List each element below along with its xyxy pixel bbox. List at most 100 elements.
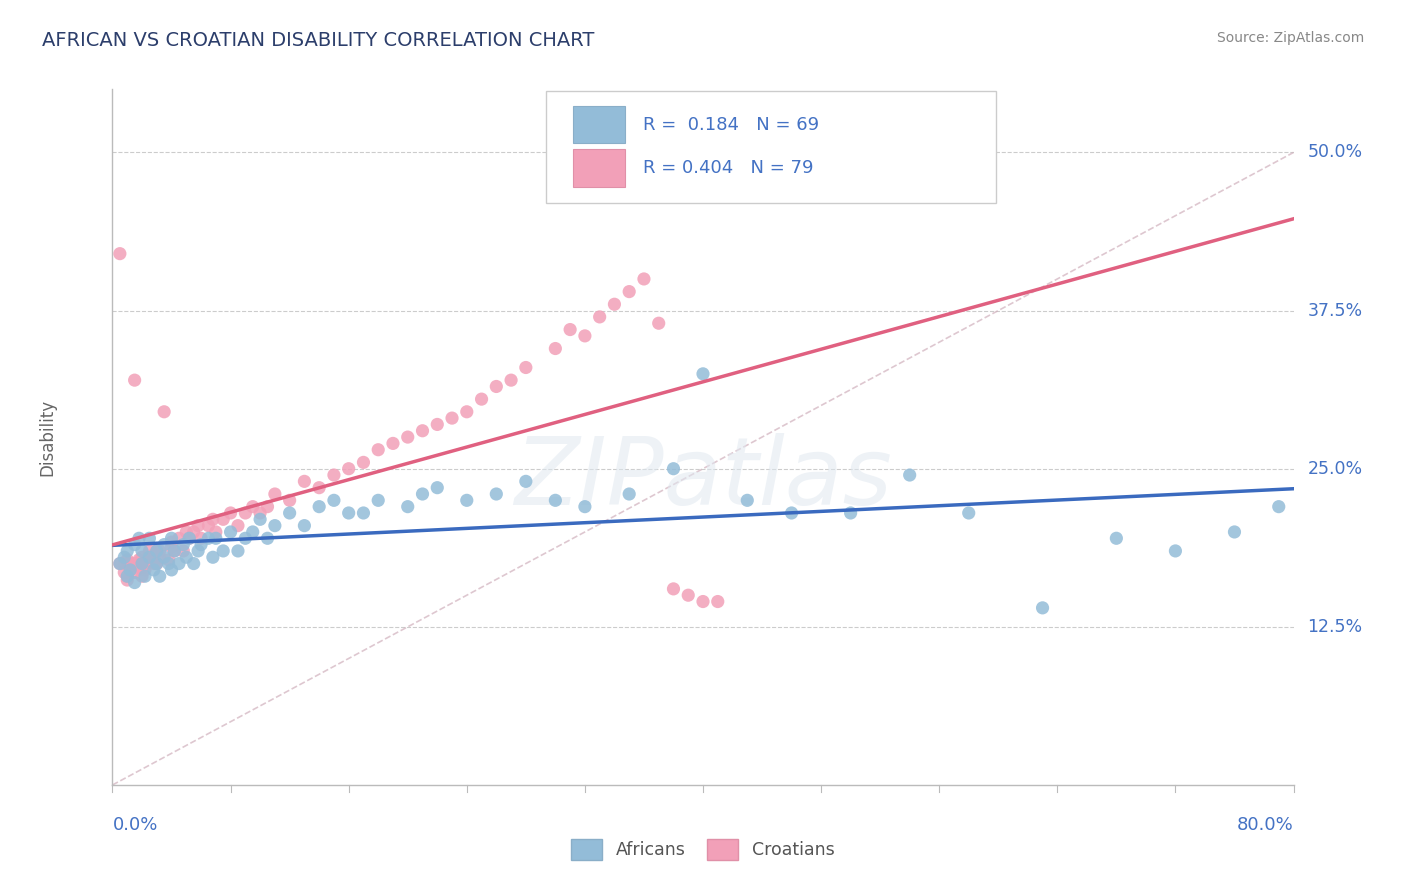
- Point: [108, 557, 131, 571]
- Point: [149, 569, 172, 583]
- Point: [588, 310, 610, 324]
- Point: [201, 550, 224, 565]
- Point: [249, 512, 271, 526]
- Point: [134, 557, 156, 571]
- Point: [128, 553, 150, 567]
- Point: [112, 566, 135, 580]
- Point: [124, 373, 146, 387]
- Point: [1268, 500, 1291, 514]
- Point: [426, 417, 449, 432]
- Point: [249, 506, 271, 520]
- Point: [411, 424, 433, 438]
- Point: [167, 557, 190, 571]
- Text: ZIPatlas: ZIPatlas: [515, 434, 891, 524]
- Point: [456, 405, 478, 419]
- Point: [323, 468, 346, 483]
- Point: [501, 373, 523, 387]
- Point: [197, 518, 219, 533]
- Point: [124, 538, 146, 552]
- Point: [264, 518, 287, 533]
- Point: [337, 506, 360, 520]
- Point: [172, 538, 194, 552]
- Point: [174, 524, 197, 539]
- FancyBboxPatch shape: [574, 149, 626, 186]
- Point: [233, 531, 256, 545]
- Point: [117, 553, 138, 567]
- Point: [544, 342, 567, 356]
- Point: [396, 500, 419, 514]
- Text: Source: ZipAtlas.com: Source: ZipAtlas.com: [1216, 31, 1364, 45]
- Point: [205, 531, 228, 545]
- Point: [485, 379, 508, 393]
- Point: [149, 550, 172, 565]
- Point: [1032, 600, 1054, 615]
- Point: [441, 411, 464, 425]
- Point: [1105, 531, 1128, 545]
- Point: [574, 500, 596, 514]
- Point: [242, 500, 264, 514]
- FancyBboxPatch shape: [574, 106, 626, 144]
- Point: [117, 573, 138, 587]
- Point: [544, 493, 567, 508]
- Point: [138, 550, 160, 565]
- Point: [160, 531, 183, 545]
- Point: [337, 461, 360, 475]
- Point: [219, 524, 242, 539]
- Text: 25.0%: 25.0%: [1308, 459, 1362, 478]
- Point: [179, 531, 201, 545]
- Point: [292, 475, 315, 489]
- Point: [367, 493, 389, 508]
- Point: [120, 563, 142, 577]
- Point: [117, 569, 138, 583]
- Point: [352, 506, 374, 520]
- Point: [160, 540, 183, 554]
- Point: [242, 524, 264, 539]
- Point: [456, 493, 478, 508]
- Point: [647, 316, 671, 330]
- Point: [146, 544, 169, 558]
- Point: [256, 531, 278, 545]
- Point: [153, 538, 176, 552]
- Point: [131, 550, 153, 565]
- Point: [160, 535, 183, 549]
- Point: [678, 588, 700, 602]
- Point: [737, 493, 759, 508]
- Point: [117, 569, 138, 583]
- Point: [233, 506, 256, 520]
- Point: [308, 481, 330, 495]
- Point: [292, 518, 315, 533]
- Point: [558, 322, 582, 336]
- Point: [117, 544, 138, 558]
- Point: [149, 544, 172, 558]
- Point: [183, 557, 205, 571]
- Point: [1164, 544, 1187, 558]
- Point: [172, 544, 194, 558]
- Point: [131, 557, 153, 571]
- Point: [138, 544, 160, 558]
- Point: [485, 487, 508, 501]
- Point: [603, 297, 626, 311]
- Point: [108, 246, 131, 260]
- Point: [619, 285, 641, 299]
- Point: [470, 392, 494, 406]
- Point: [163, 544, 186, 558]
- Point: [212, 544, 235, 558]
- Text: 0.0%: 0.0%: [112, 816, 157, 834]
- Point: [706, 594, 728, 608]
- Point: [574, 329, 596, 343]
- Text: 80.0%: 80.0%: [1237, 816, 1294, 834]
- Point: [112, 550, 135, 565]
- Point: [190, 538, 212, 552]
- Point: [197, 531, 219, 545]
- Point: [146, 557, 169, 571]
- Point: [167, 531, 190, 545]
- Point: [633, 272, 655, 286]
- Text: AFRICAN VS CROATIAN DISABILITY CORRELATION CHART: AFRICAN VS CROATIAN DISABILITY CORRELATI…: [42, 31, 595, 50]
- Text: R = 0.404   N = 79: R = 0.404 N = 79: [643, 159, 813, 177]
- Point: [128, 531, 150, 545]
- Point: [108, 557, 131, 571]
- Point: [146, 557, 169, 571]
- Point: [1223, 524, 1246, 539]
- Point: [131, 560, 153, 574]
- Point: [278, 493, 301, 508]
